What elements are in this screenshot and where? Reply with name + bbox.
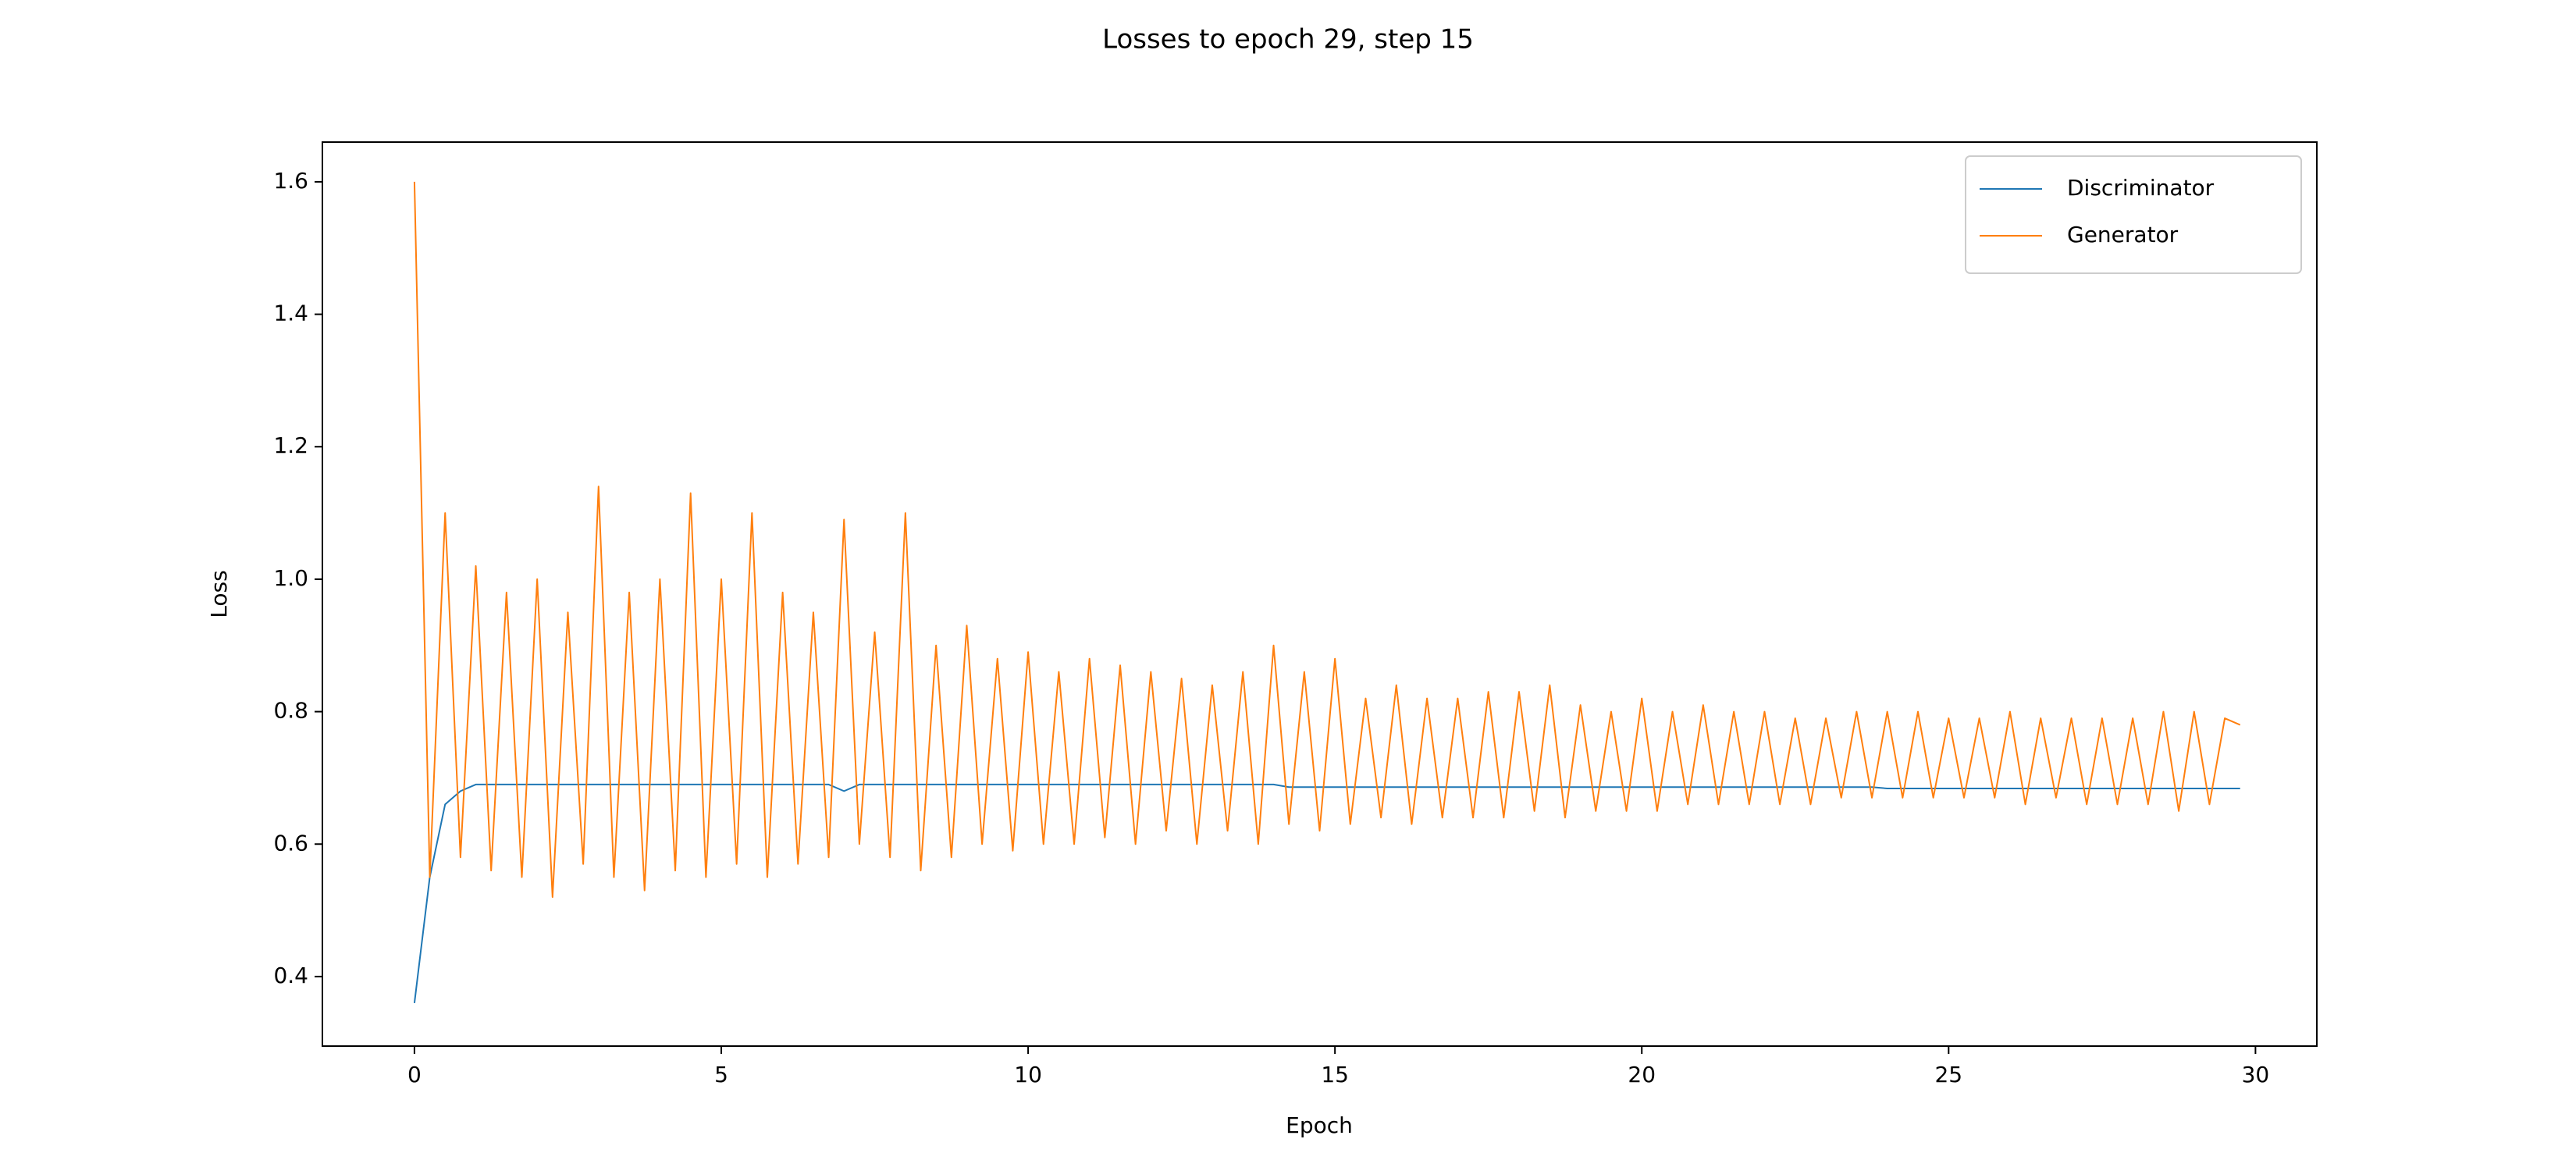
y-axis-label: Loss	[206, 570, 232, 618]
x-tick-label: 20	[1628, 1062, 1656, 1087]
chart-title: Losses to epoch 29, step 15	[1102, 24, 1474, 55]
y-tick-label: 0.8	[273, 698, 308, 724]
legend-box	[1965, 155, 2302, 274]
y-tick-label: 1.2	[273, 432, 308, 458]
y-tick-label: 0.4	[273, 963, 308, 988]
axes-frame	[322, 141, 2318, 1047]
x-tick-label: 5	[714, 1062, 728, 1087]
x-axis-label: Epoch	[1286, 1112, 1353, 1138]
y-tick-label: 1.4	[273, 301, 308, 326]
y-tick-label: 1.6	[273, 168, 308, 194]
x-tick-label: 25	[1934, 1062, 1962, 1087]
x-tick-label: 15	[1321, 1062, 1349, 1087]
x-tick-label: 0	[407, 1062, 422, 1087]
data-line	[413, 181, 2241, 899]
legend-label: Generator	[2067, 222, 2179, 247]
y-tick-label: 0.6	[273, 830, 308, 856]
legend-label: Discriminator	[2067, 175, 2215, 201]
x-tick-label: 30	[2242, 1062, 2270, 1087]
x-tick-label: 10	[1014, 1062, 1042, 1087]
y-tick-label: 1.0	[273, 565, 308, 591]
